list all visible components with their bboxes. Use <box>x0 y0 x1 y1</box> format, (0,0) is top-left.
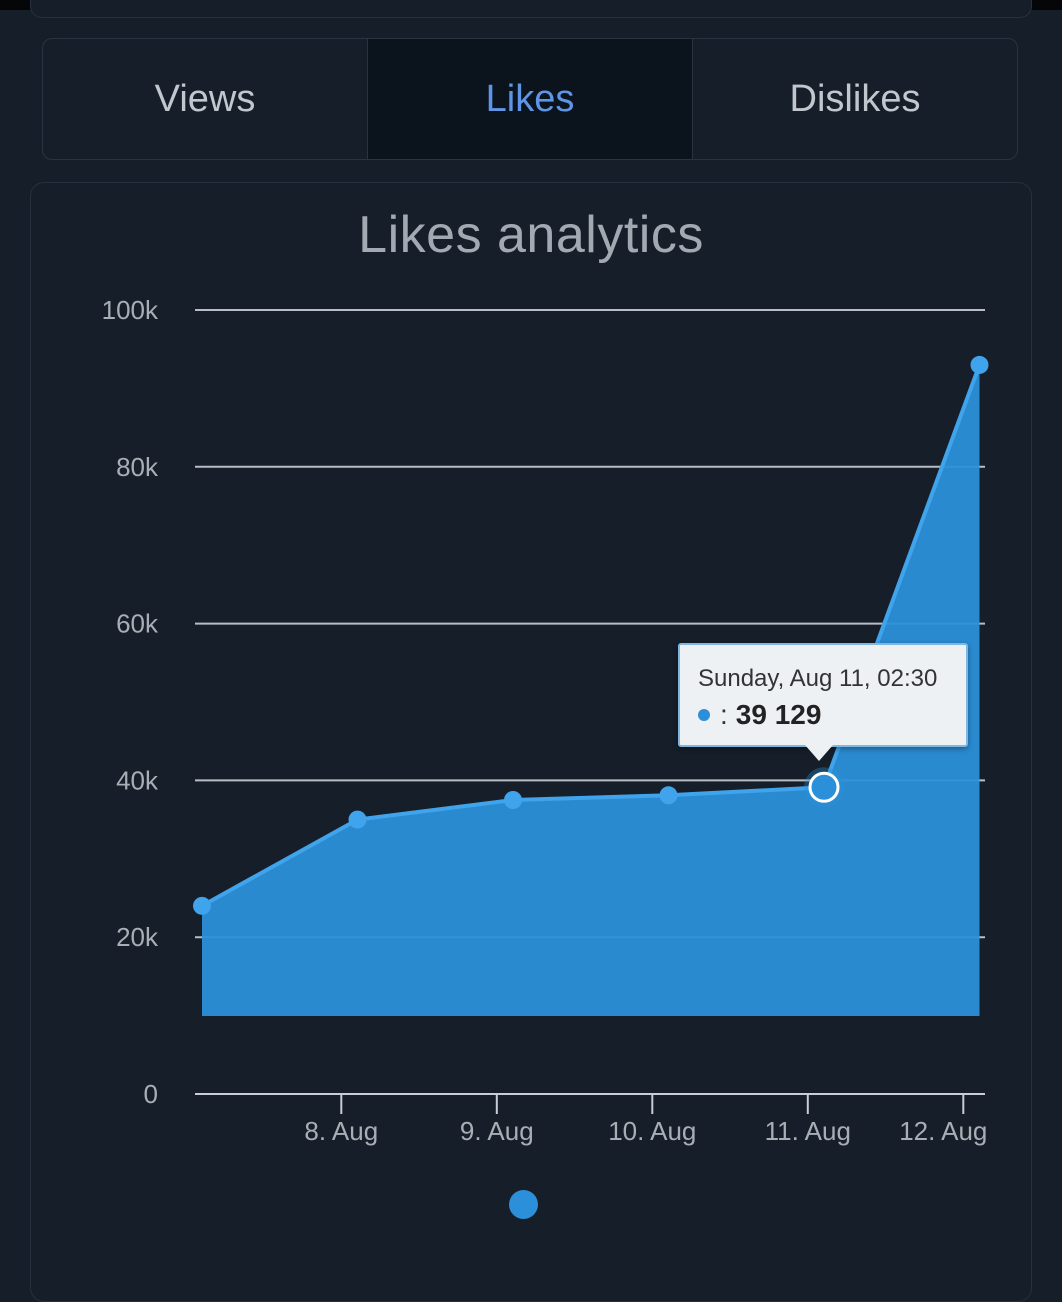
data-point <box>193 896 211 915</box>
y-tick-label: 40k <box>116 765 159 795</box>
tab-dislikes[interactable]: Dislikes <box>692 39 1017 159</box>
y-tick-label: 100k <box>102 295 159 325</box>
y-tick-label: 20k <box>116 922 159 952</box>
previous-card-edge <box>30 0 1032 18</box>
tooltip-value: 39 129 <box>735 699 822 730</box>
x-tick-label: 11. Aug <box>765 1116 851 1146</box>
tooltip-pointer <box>805 745 833 761</box>
tooltip-date: Sunday, Aug 11, 02:30 <box>698 665 938 692</box>
tooltip-series-dot-icon <box>698 709 710 721</box>
y-tick-label: 0 <box>144 1079 158 1109</box>
data-point <box>970 355 989 374</box>
x-tick-label: 9. Aug <box>460 1116 534 1146</box>
x-tick-label: 10. Aug <box>608 1116 696 1146</box>
y-tick-label: 60k <box>116 609 159 639</box>
data-point <box>504 791 522 809</box>
x-tick-label: 8. Aug <box>304 1116 378 1146</box>
tab-likes[interactable]: Likes <box>367 39 692 159</box>
metric-tabs: Views Likes Dislikes <box>42 38 1018 160</box>
tab-views[interactable]: Views <box>154 77 256 120</box>
data-point <box>348 810 367 829</box>
data-point-hovered <box>808 771 840 803</box>
legend-series-dot[interactable] <box>509 1190 538 1219</box>
y-tick-label: 80k <box>116 452 159 482</box>
tooltip-separator: : <box>720 699 728 730</box>
chart-tooltip: Sunday, Aug 11, 02:30 : 39 129 <box>678 643 968 747</box>
chart-title: Likes analytics <box>358 206 704 264</box>
tooltip-value-row: : 39 129 <box>698 699 821 731</box>
x-tick-label: 12. Aug <box>899 1116 987 1146</box>
series-area <box>202 364 980 1016</box>
data-point <box>659 786 678 805</box>
